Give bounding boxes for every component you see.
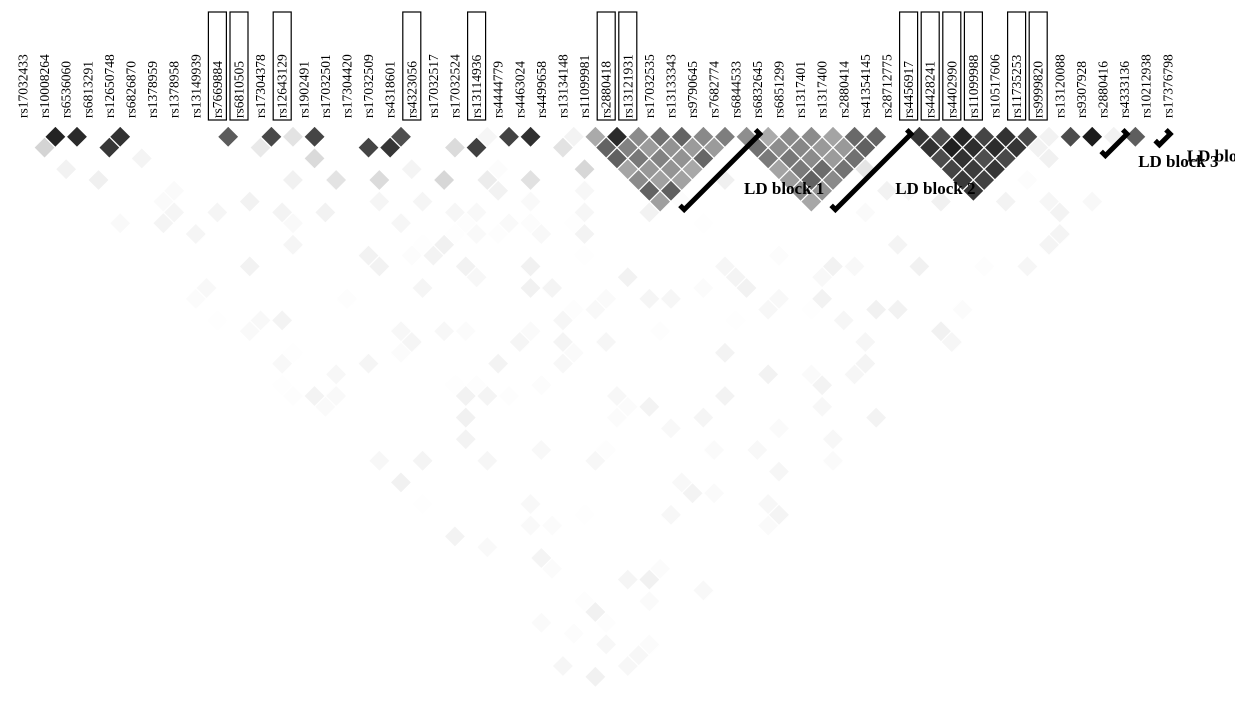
snp-highlight-box	[942, 11, 962, 121]
ld-block-annotations: LD block 1 LD block 2 LD block 3LD block 4	[678, 127, 1235, 214]
snp-label: rs17032517	[426, 54, 441, 118]
snp-label: rs11099981	[577, 55, 592, 118]
ld-block-label: LD block 2	[895, 179, 975, 198]
snp-label: rs6813291	[80, 61, 95, 118]
ld-block-label: LD block 4	[1187, 146, 1235, 165]
snp-label: rs2880418	[599, 61, 614, 118]
snp-label: rs13134148	[556, 54, 571, 118]
snp-label: rs12643129	[275, 54, 290, 118]
snp-label: rs4499658	[534, 61, 549, 118]
snp-label: rs4463024	[512, 61, 527, 118]
snp-label: rs17032501	[318, 54, 333, 118]
snp-label: rs4428241	[923, 61, 938, 118]
snp-label: rs12650748	[102, 54, 117, 118]
snp-label: rs9999820	[1031, 61, 1046, 118]
ld-cells	[22, 125, 1169, 700]
snp-label: rs4323056	[404, 61, 419, 118]
snp-highlight-box	[1006, 11, 1027, 121]
snp-highlight-box	[467, 11, 487, 121]
snp-label: rs17032535	[642, 54, 657, 118]
snp-highlight-box	[898, 11, 919, 121]
snp-highlight-box	[207, 11, 227, 121]
snp-label: rs4456917	[901, 61, 916, 118]
snp-highlight-box	[272, 11, 292, 121]
snp-label: rs4333136	[1117, 61, 1132, 118]
snp-label: rs17032433	[16, 54, 31, 118]
snp-label: rs6851299	[772, 61, 787, 118]
snp-label: rs13133343	[664, 54, 679, 118]
ld-block-label: LD block 1	[744, 179, 824, 198]
ld-block-bracket	[829, 127, 915, 214]
snp-label: rs2880416	[1096, 61, 1111, 118]
snp-label: rs6826870	[124, 61, 139, 118]
snp-label: rs11099988	[966, 55, 981, 118]
snp-label: rs1317401	[793, 61, 808, 118]
snp-label: rs7669884	[210, 61, 225, 118]
snp-label: rs6536060	[59, 61, 74, 118]
snp-label: rs6810505	[232, 61, 247, 118]
snp-label: rs1378958	[167, 61, 182, 118]
snp-label: rs2880414	[836, 61, 851, 118]
snp-label: rs41354145	[858, 54, 873, 118]
snp-label: rs4444779	[491, 61, 506, 118]
snp-highlight-boxes	[207, 11, 1048, 121]
snp-label: rs1902491	[296, 61, 311, 118]
ld-block-label: LD block 3	[1138, 152, 1218, 171]
ld-block-bracket	[1099, 127, 1131, 160]
snp-label: rs1317400	[815, 61, 830, 118]
ld-block-bracket	[678, 127, 764, 214]
snp-label: rs9790645	[685, 61, 700, 118]
snp-label: rs28712775	[880, 54, 895, 118]
snp-labels: rs17032433 rs10008264 rs6536060 rs6813291 rs…	[16, 54, 1176, 118]
snp-label: rs1378959	[145, 61, 160, 118]
snp-label: rs13114936	[469, 55, 484, 118]
snp-highlight-box	[596, 11, 616, 121]
snp-label: rs17032524	[448, 54, 463, 118]
snp-label: rs4318601	[383, 61, 398, 118]
snp-label: rs10517606	[988, 54, 1003, 118]
snp-highlight-box	[1028, 11, 1048, 121]
snp-label: rs7682774	[707, 61, 722, 118]
snp-label: rs13120088	[1052, 54, 1067, 118]
ld-block-bracket	[1153, 127, 1174, 149]
snp-highlight-box	[229, 11, 249, 121]
snp-label: rs13121931	[620, 54, 635, 118]
snp-label: rs9307928	[1074, 61, 1089, 118]
snp-label: rs11735253	[1009, 55, 1024, 118]
snp-label: rs13149939	[188, 54, 203, 118]
snp-highlight-box	[618, 11, 638, 121]
snp-label: rs10008264	[37, 54, 52, 118]
snp-label: rs17032509	[361, 54, 376, 118]
snp-label: rs17376798	[1160, 54, 1175, 118]
snp-highlight-box	[402, 11, 422, 121]
snp-highlight-box	[920, 11, 940, 121]
snp-label: rs17304420	[340, 54, 355, 118]
snp-label: rs6832645	[750, 61, 765, 118]
snp-label: rs10212938	[1139, 54, 1154, 118]
snp-label: rs17304378	[253, 54, 268, 118]
snp-highlight-box	[963, 11, 984, 121]
snp-label: rs4402990	[944, 61, 959, 118]
snp-label: rs6844533	[728, 61, 743, 118]
